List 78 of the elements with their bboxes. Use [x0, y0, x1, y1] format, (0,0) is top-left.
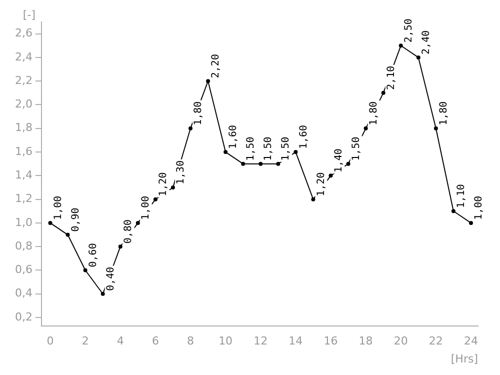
point	[224, 150, 228, 154]
y-tick-label: 2,4	[14, 50, 32, 64]
data-label: 1,00	[474, 196, 485, 220]
y-tick-label: 0,6	[14, 263, 32, 276]
x-axis-title: [Hrs]	[450, 352, 478, 366]
y-tick-label: 2,0	[14, 98, 32, 111]
data-label: 1,50	[263, 136, 274, 161]
data-label: 2,20	[210, 54, 222, 78]
y-tick-label: 1,6	[14, 144, 32, 158]
x-tick-label: 0	[46, 334, 54, 348]
y-tick-label: 0,8	[14, 239, 32, 252]
y-tick-label: 1,2	[14, 192, 32, 206]
point	[311, 197, 316, 202]
point	[170, 185, 175, 190]
y-tick-label: 1,8	[14, 121, 32, 134]
point	[66, 232, 70, 237]
point	[346, 162, 350, 166]
point	[398, 44, 403, 48]
point	[206, 79, 210, 84]
point	[434, 126, 438, 130]
x-tick-label: 20	[394, 334, 408, 348]
data-label: 0,40	[105, 266, 116, 291]
point	[294, 150, 298, 154]
data-label: 1,10	[456, 184, 468, 208]
point	[83, 268, 88, 272]
point	[381, 90, 386, 95]
data-label: 1,50	[350, 136, 362, 161]
point	[451, 209, 456, 214]
point	[100, 292, 105, 296]
data-label: 1,80	[368, 101, 380, 126]
y-tick-label: 0,4	[14, 286, 32, 300]
data-label: 1,50	[246, 136, 257, 161]
x-tick-label: 12	[254, 334, 268, 348]
x-tick-label: 6	[152, 334, 159, 348]
data-label: 1,40	[333, 148, 344, 173]
data-label: 1,60	[298, 124, 310, 150]
data-label: 1,50	[280, 136, 292, 161]
y-axis-title: [-]	[22, 8, 36, 22]
point	[136, 220, 140, 225]
point	[118, 244, 122, 249]
data-label: 2,50	[403, 18, 414, 43]
data-label: 1,20	[158, 172, 170, 196]
data-label: 0,60	[88, 243, 99, 268]
data-label: 0,80	[122, 220, 134, 244]
point	[416, 55, 420, 60]
point	[468, 220, 473, 225]
point	[48, 220, 52, 225]
point	[276, 162, 280, 166]
point	[188, 126, 192, 130]
x-tick-label: 16	[324, 334, 338, 348]
x-tick-label: 2	[82, 334, 89, 348]
x-tick-label: 4	[116, 334, 124, 348]
data-label: 1,80	[193, 101, 204, 126]
x-tick-label: 8	[187, 334, 194, 348]
x-tick-label: 10	[218, 334, 233, 348]
y-tick-label: 2,2	[14, 74, 32, 87]
data-label: 2,10	[386, 66, 397, 90]
point	[258, 162, 263, 166]
point	[153, 197, 158, 202]
y-tick-label: 0,2	[14, 310, 32, 324]
data-label: 1,80	[438, 101, 450, 126]
y-tick-label: 1,4	[14, 168, 32, 182]
point	[241, 162, 246, 166]
data-label: 1,20	[316, 172, 327, 196]
x-tick-label: 14	[288, 334, 303, 348]
x-tick-label: 22	[428, 334, 443, 348]
data-label: 1,00	[52, 196, 64, 220]
data-label: 0,90	[70, 208, 82, 232]
data-label: 1,60	[228, 124, 240, 150]
x-tick-label: 24	[464, 334, 478, 348]
x-tick-label: 18	[358, 334, 373, 348]
data-label: 1,00	[140, 196, 152, 220]
data-label: 1,30	[176, 160, 187, 184]
y-tick-label: 2,6	[14, 26, 32, 40]
point	[328, 174, 333, 178]
data-label: 2,40	[420, 30, 432, 54]
point	[364, 126, 368, 130]
y-tick-label: 1,0	[14, 216, 32, 229]
